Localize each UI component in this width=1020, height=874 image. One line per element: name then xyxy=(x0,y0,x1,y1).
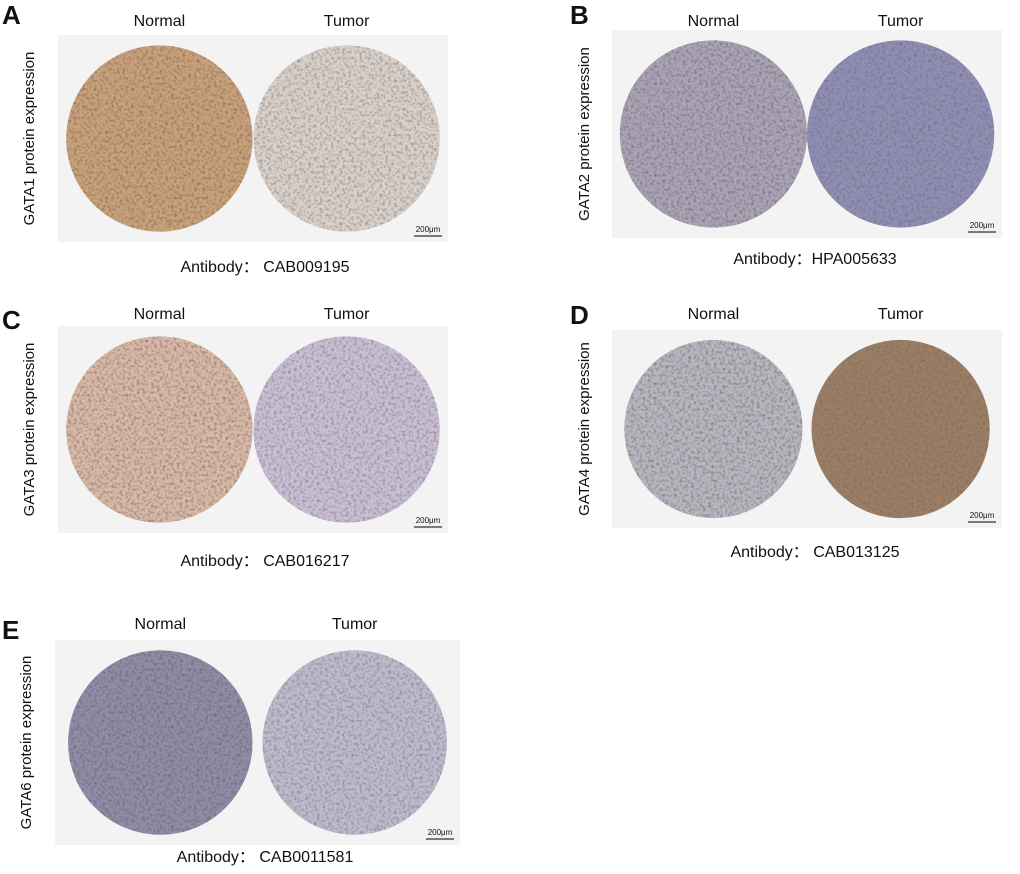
tissue-texture xyxy=(66,336,253,523)
tissue-texture xyxy=(253,45,440,232)
panel-letter: E xyxy=(2,615,19,645)
column-label: Tumor xyxy=(324,306,370,323)
tissue-texture xyxy=(253,336,440,523)
scale-bar-label: 200μm xyxy=(416,516,441,525)
column-label: Tumor xyxy=(324,13,370,30)
tissue-texture xyxy=(807,40,995,228)
panel-letter: A xyxy=(2,0,21,30)
antibody-label: Antibody： CAB016217 xyxy=(180,553,349,570)
tissue-texture xyxy=(624,339,803,519)
y-label: GATA4 protein expression xyxy=(576,342,593,516)
column-label: Normal xyxy=(688,13,740,30)
antibody-label: Antibody： CAB013125 xyxy=(730,544,899,561)
column-label: Normal xyxy=(134,13,186,30)
y-label: GATA1 protein expression xyxy=(21,52,38,226)
tissue-texture xyxy=(262,650,447,835)
tissue-texture xyxy=(66,45,253,232)
column-label: Normal xyxy=(135,616,187,633)
antibody-label: Antibody： CAB0011581 xyxy=(177,849,354,866)
scale-bar-label: 200μm xyxy=(416,225,441,234)
antibody-label: Antibody：HPA005633 xyxy=(733,251,896,268)
panel-letter: C xyxy=(2,305,21,335)
scale-bar-label: 200μm xyxy=(970,221,995,230)
scale-bar-label: 200μm xyxy=(970,511,995,520)
column-label: Tumor xyxy=(878,306,924,323)
column-label: Tumor xyxy=(878,13,924,30)
tissue-texture xyxy=(68,650,253,835)
tissue-texture xyxy=(811,339,990,519)
antibody-label: Antibody： CAB009195 xyxy=(180,259,349,276)
panel-letter: D xyxy=(570,300,589,330)
y-label: GATA6 protein expression xyxy=(18,656,35,830)
column-label: Normal xyxy=(688,306,740,323)
tissue-texture xyxy=(619,40,808,228)
y-label: GATA3 protein expression xyxy=(21,343,38,517)
scale-bar-label: 200μm xyxy=(428,828,453,837)
panel-letter: B xyxy=(570,0,589,30)
column-label: Tumor xyxy=(332,616,378,633)
column-label: Normal xyxy=(134,306,186,323)
y-label: GATA2 protein expression xyxy=(576,47,593,221)
